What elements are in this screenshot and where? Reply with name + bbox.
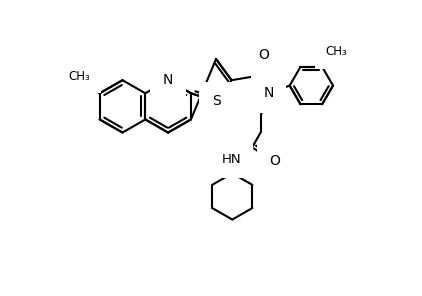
Text: HN: HN: [222, 153, 241, 166]
Text: CH₃: CH₃: [69, 70, 90, 83]
Text: N: N: [263, 86, 274, 100]
Text: O: O: [259, 48, 270, 62]
Text: N: N: [163, 73, 173, 87]
Text: CH₃: CH₃: [325, 45, 347, 58]
Text: S: S: [212, 94, 220, 108]
Text: O: O: [270, 154, 280, 168]
